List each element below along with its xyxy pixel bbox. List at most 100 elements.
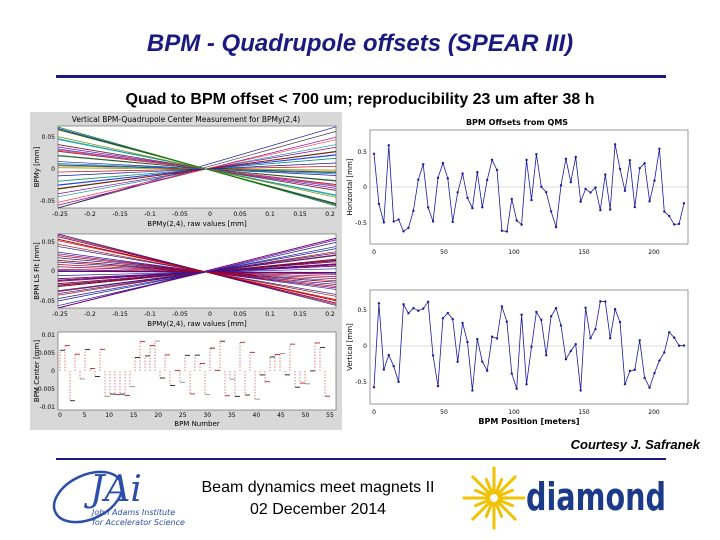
- offset-point: [382, 368, 386, 371]
- x-tick-label: 40: [253, 412, 261, 419]
- fit-line: [57, 252, 337, 294]
- offset-point: [564, 357, 568, 361]
- offset-point: [407, 312, 410, 315]
- x-tick-label: 0: [372, 249, 376, 256]
- diamond-logo: diamond: [462, 466, 666, 530]
- offset-point: [569, 181, 573, 184]
- panel-raw-title: Vertical BPM-Quadrupole Center Measureme…: [72, 115, 300, 124]
- footer-divider: [56, 458, 666, 460]
- sun-ray: [501, 500, 514, 508]
- x-tick-label: 100: [508, 409, 520, 416]
- offset-point: [436, 384, 440, 388]
- fit-line: [57, 163, 337, 175]
- offset-point: [471, 206, 474, 210]
- offset-point: [456, 360, 459, 363]
- panel-horizontal-ytick: 0.5: [357, 149, 367, 156]
- panel-vertical-ytick: 0: [363, 343, 367, 350]
- offset-point: [515, 387, 518, 390]
- offset-point: [471, 389, 474, 392]
- panel-horizontal: Horizontal [mm] 0.5 0 -0.5 0 50 100 150 200: [346, 129, 689, 256]
- x-tick-label: -0.1: [144, 311, 156, 318]
- offset-point: [530, 198, 533, 202]
- fit-line: [57, 264, 337, 279]
- panel-vertical-ytick: 0.5: [357, 307, 367, 314]
- fit-line: [57, 126, 337, 207]
- x-tick-label: 30: [203, 412, 211, 419]
- offset-point: [441, 317, 445, 320]
- offset-point: [628, 159, 632, 162]
- panel-raw-xlabel: BPMy(2,4), raw values [mm]: [147, 220, 247, 228]
- x-tick-label: 55: [326, 412, 334, 419]
- fit-line: [57, 271, 337, 273]
- offset-point: [574, 343, 577, 346]
- offset-point: [535, 310, 538, 314]
- x-tick-label: -0.15: [112, 211, 128, 218]
- x-tick-label: 0: [372, 409, 376, 416]
- offset-point: [623, 382, 627, 386]
- x-tick-label: 20: [154, 412, 162, 419]
- offset-point: [672, 336, 676, 339]
- title-divider: [56, 75, 666, 78]
- offset-point: [549, 315, 553, 318]
- offset-point: [623, 189, 627, 192]
- jai-logo: JAi John Adams Institute for Accelerator…: [52, 469, 185, 527]
- offset-point: [402, 230, 405, 233]
- x-tick-label: 50: [302, 412, 310, 419]
- offset-point: [633, 368, 636, 371]
- fit-line: [57, 243, 337, 297]
- offset-point: [397, 218, 400, 221]
- offset-point: [589, 337, 592, 340]
- sun-ray: [484, 478, 492, 491]
- horizontal-offset-line: [373, 144, 685, 232]
- slide-subtitle: Quad to BPM offset < 700 um; reproducibi…: [125, 91, 595, 108]
- offset-point: [456, 191, 459, 194]
- offset-point: [510, 372, 513, 375]
- offset-point: [559, 184, 563, 187]
- x-tick-label: 35: [228, 412, 236, 419]
- x-tick-label: -0.1: [144, 211, 156, 218]
- sun-ray: [471, 503, 489, 521]
- panel-center-yticks: 0.01 0.005 0 -0.005 -0.01: [36, 332, 56, 411]
- qms-figure: Vertical BPM-Quadrupole Center Measureme…: [30, 112, 702, 430]
- offset-point: [387, 353, 390, 357]
- offset-point: [569, 349, 573, 353]
- offset-point: [549, 210, 553, 213]
- sun-ray: [474, 500, 487, 508]
- jai-line1: John Adams Institute: [90, 508, 175, 517]
- offset-point: [490, 335, 494, 338]
- sun-ray: [484, 505, 492, 518]
- offset-point: [638, 339, 641, 342]
- x-tick-label: -0.05: [172, 311, 188, 318]
- offset-point: [672, 223, 676, 226]
- offset-point: [451, 317, 454, 321]
- offset-point: [608, 337, 612, 340]
- offset-point: [476, 337, 479, 341]
- x-tick-label: 0: [208, 211, 212, 218]
- offset-point: [461, 321, 464, 325]
- vertical-offset-line: [373, 300, 685, 391]
- jai-orbit-icon: [52, 470, 124, 524]
- offset-point: [559, 324, 563, 327]
- y-tick-label: -0.01: [39, 404, 55, 411]
- x-tick-label: 50: [440, 409, 448, 416]
- x-tick-label: 0.2: [325, 211, 335, 218]
- diamond-sun-icon: [462, 466, 526, 530]
- offset-point: [426, 300, 430, 304]
- x-tick-label: 0.15: [293, 311, 307, 318]
- jai-line2: for Accelerator Science: [92, 518, 185, 527]
- x-tick-label: 0.1: [265, 211, 275, 218]
- offset-point: [682, 202, 686, 205]
- offset-point: [643, 162, 646, 165]
- offset-point: [520, 313, 523, 316]
- courtesy-note: Courtesy J. Safranek: [570, 437, 700, 452]
- panel-raw-ytick: -0.05: [39, 198, 55, 205]
- x-tick-label: 15: [130, 412, 138, 419]
- offset-point: [525, 158, 528, 162]
- offset-point: [604, 300, 607, 303]
- offset-point: [540, 318, 543, 322]
- panel-horizontal-ytick: -0.5: [355, 220, 367, 227]
- x-tick-label: 50: [440, 249, 448, 256]
- sun-ray: [496, 478, 504, 491]
- panel-raw-ytick: 0: [51, 166, 55, 173]
- offset-point: [485, 369, 489, 372]
